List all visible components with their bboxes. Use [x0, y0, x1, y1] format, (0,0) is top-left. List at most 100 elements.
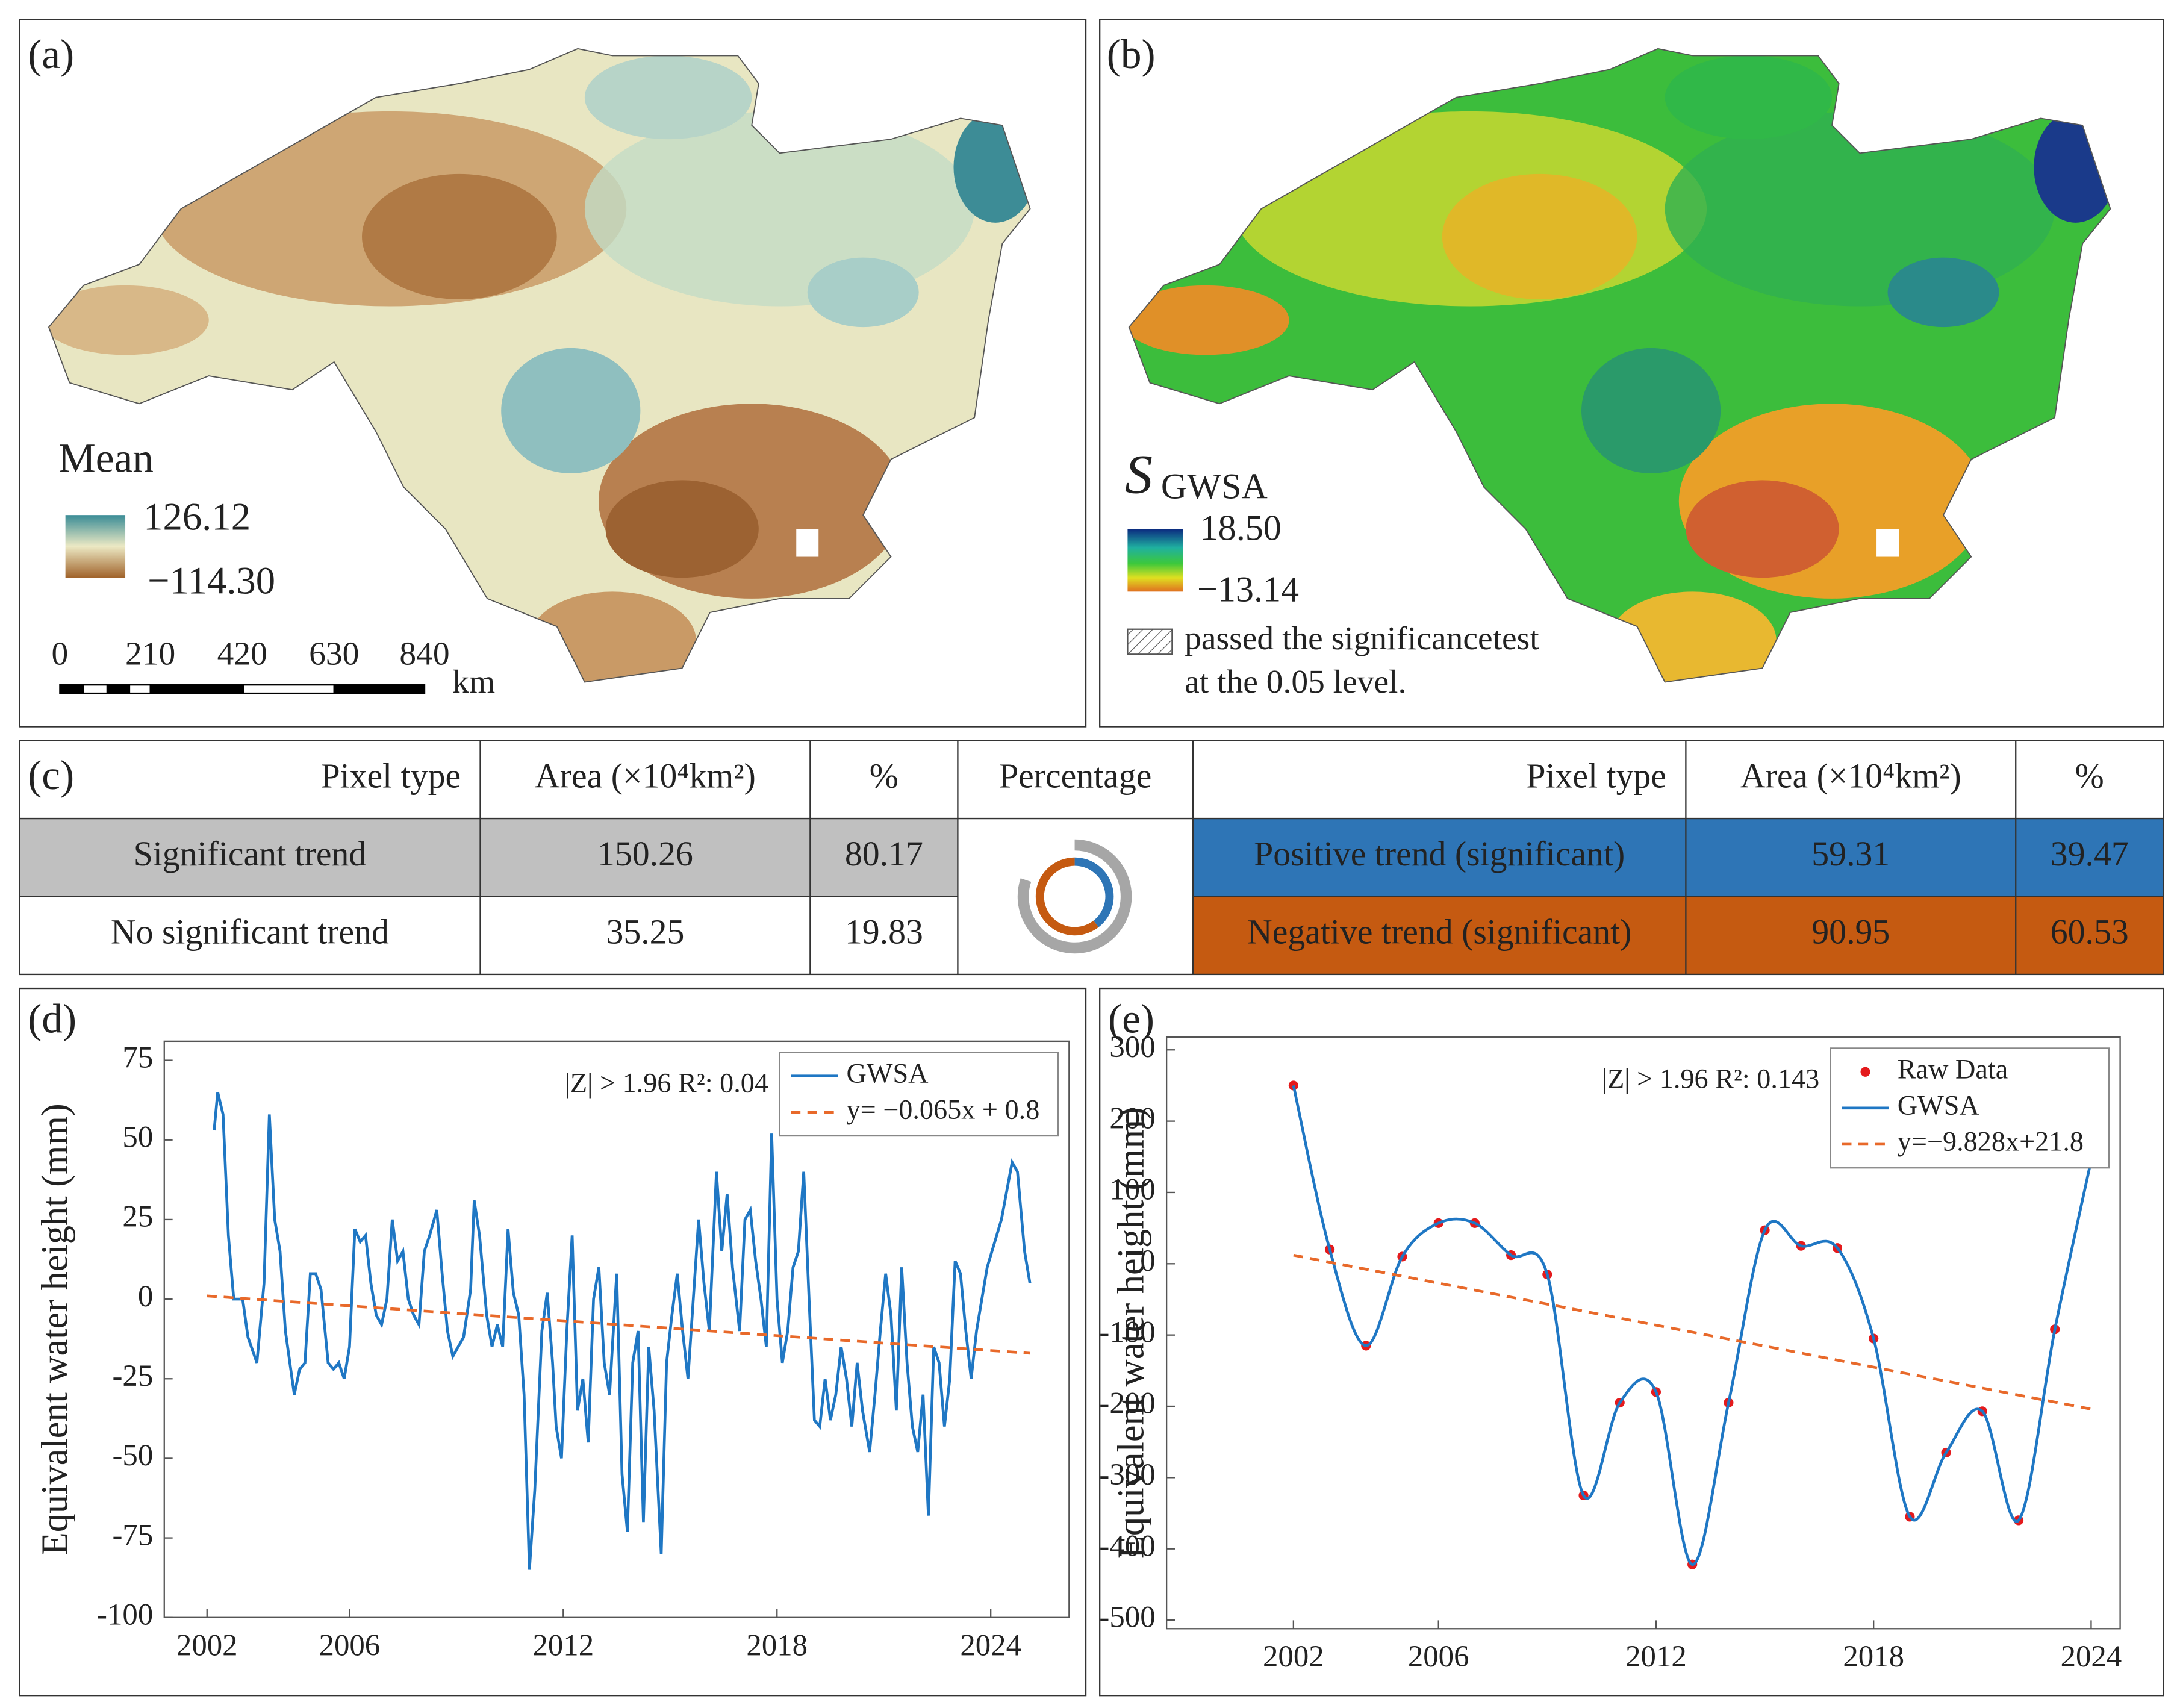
table-cell: 150.26 — [597, 835, 693, 873]
legend-label: y= −0.065x + 0.8 — [846, 1094, 1039, 1124]
y-tick-label: 300 — [1109, 1030, 1155, 1064]
panel-label: (b) — [1107, 31, 1156, 77]
hatch-swatch — [1127, 628, 1173, 655]
x-tick-label: 2002 — [1263, 1639, 1324, 1673]
panel-label: (a) — [28, 31, 74, 77]
panel-frame — [19, 987, 1087, 1697]
scale-label: 630 — [309, 635, 359, 672]
header-cell: Pixel type — [1526, 758, 1666, 796]
y-tick-label: -500 — [1099, 1600, 1155, 1634]
table-cell: 60.53 — [2051, 913, 2129, 951]
header-cell: Pixel type — [320, 758, 461, 796]
panel-frame — [1099, 19, 2164, 728]
map-outline — [48, 48, 1031, 683]
scale-bar — [59, 684, 426, 694]
charts: 75 50 25 0 -25 -50 -75 -100 2002 2006 2012 2018 2024… — [28, 996, 2122, 1673]
donut-arc — [1035, 857, 1099, 936]
legend-label: y=−9.828x+21.8 — [1898, 1126, 2084, 1157]
table-frame — [19, 740, 2164, 976]
table-cell: 90.95 — [1811, 913, 1890, 951]
table-cell: Negative trend (significant) — [1247, 913, 1631, 951]
y-axis-label: Equivalent water height (mm) — [34, 1103, 75, 1555]
table-cell: No significant trend — [111, 913, 389, 951]
panel-frame — [19, 19, 1087, 728]
y-tick-label: 200 — [1109, 1101, 1155, 1135]
table: (c) Pixel type Area (×10⁴km²)% Percentage Pi… — [19, 740, 2164, 976]
plot-frame — [163, 1040, 1070, 1618]
y-tick-label: 25 — [122, 1200, 153, 1233]
panel-label: (c) — [28, 752, 74, 798]
y-tick-label: 50 — [122, 1120, 153, 1153]
x-tick-label: 2018 — [1843, 1639, 1904, 1673]
y-tick-label: -300 — [1099, 1457, 1155, 1491]
row-fill — [19, 818, 958, 897]
x-tick-label: 2012 — [1625, 1639, 1687, 1673]
donut-arc — [1017, 839, 1132, 954]
table-cell: Positive trend (significant) — [1254, 835, 1625, 873]
legend-max: 126.12 — [143, 494, 251, 538]
legend-label: GWSA — [1898, 1089, 1980, 1120]
colorbar — [65, 515, 126, 578]
y-tick-label: 100 — [1109, 1173, 1155, 1206]
scale-label: 840 — [399, 635, 449, 672]
hatch-note: at the 0.05 level. — [1185, 663, 1406, 700]
annotation: |Z| > 1.96 R²: 0.143 — [1602, 1064, 1819, 1094]
scale-unit: km — [452, 663, 495, 700]
y-tick-label: -400 — [1099, 1529, 1155, 1562]
legend-symbol: S — [1125, 444, 1153, 505]
legend-swatch — [1860, 1067, 1870, 1077]
legend-title: Mean — [58, 434, 154, 481]
legend-subscript: GWSA — [1161, 466, 1268, 506]
y-tick-label: -50 — [112, 1438, 153, 1472]
scale-label: 420 — [217, 635, 267, 672]
map-a — [48, 48, 1030, 682]
panel-label: (e) — [1108, 996, 1154, 1042]
legend-min: −114.30 — [148, 559, 275, 602]
map-b — [1129, 48, 2111, 682]
y-tick-label: 75 — [122, 1040, 153, 1074]
x-tick-label: 2024 — [2061, 1639, 2122, 1673]
trend-line — [207, 1294, 1030, 1355]
legend-label: GWSA — [846, 1058, 929, 1088]
series-line — [1292, 1085, 2093, 1566]
row-fill — [19, 896, 958, 974]
header-cell: % — [870, 758, 898, 796]
scale-label: 0 — [52, 635, 69, 672]
table-cell: 35.25 — [606, 913, 684, 951]
table-cell: Significant trend — [134, 835, 367, 873]
x-tick-label: 2012 — [532, 1628, 594, 1662]
annotation: |Z| > 1.96 R²: 0.04 — [565, 1067, 768, 1098]
legend-min: −13.14 — [1197, 569, 1299, 609]
header-cell: Area (×10⁴km²) — [1740, 758, 1961, 796]
trend-line — [1293, 1253, 2091, 1411]
y-axis-label: Equivalent water height (mm) — [1110, 1107, 1151, 1559]
y-tick-label: -200 — [1099, 1386, 1155, 1420]
y-tick-label: -100 — [97, 1597, 153, 1631]
colorbar — [1127, 529, 1183, 592]
map-outline — [1128, 48, 2111, 683]
x-tick-label: 2006 — [1408, 1639, 1469, 1673]
y-tick-label: 0 — [1140, 1244, 1155, 1277]
legend-max: 18.50 — [1200, 508, 1282, 548]
y-tick-label: -100 — [1099, 1315, 1155, 1348]
legend-box — [779, 1052, 1059, 1137]
scale-label: 210 — [125, 635, 175, 672]
x-tick-label: 2002 — [176, 1628, 238, 1662]
donut-arc — [1074, 857, 1114, 927]
panel-frame — [1099, 987, 2164, 1697]
data-point — [1288, 1080, 1298, 1091]
table-cell: 80.17 — [845, 835, 923, 873]
hatch-note: passed the significancetest — [1185, 620, 1539, 656]
header-cell: Percentage — [999, 758, 1151, 796]
y-tick-label: 0 — [138, 1279, 153, 1313]
row-fill — [1193, 818, 2164, 897]
x-tick-label: 2006 — [319, 1628, 381, 1662]
series-line — [213, 1091, 1032, 1570]
header-cell: Area (×10⁴km²) — [535, 758, 756, 796]
plot-frame — [1165, 1036, 2121, 1630]
table-cell: 19.83 — [845, 913, 923, 951]
panel-label: (d) — [28, 996, 76, 1042]
y-tick-label: -25 — [112, 1359, 153, 1392]
